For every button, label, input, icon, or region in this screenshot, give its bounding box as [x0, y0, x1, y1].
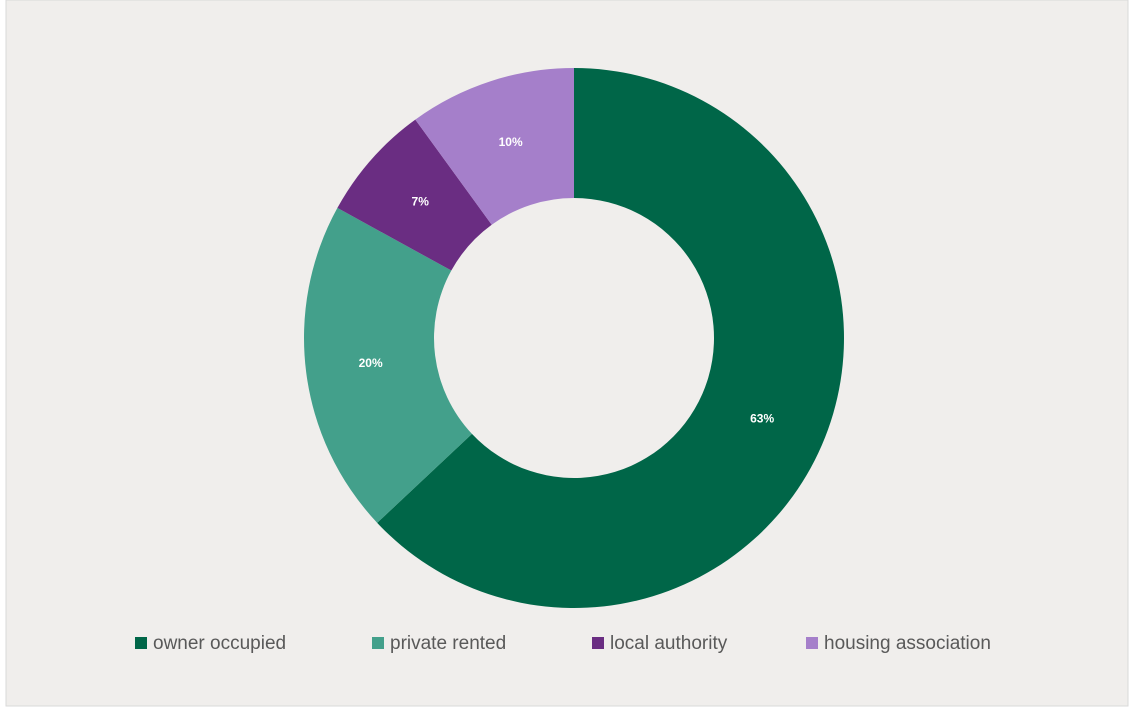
donut-segment [337, 119, 492, 271]
legend-label: owner occupied [153, 633, 286, 654]
data-label: 10% [499, 135, 523, 149]
legend-label: local authority [610, 633, 728, 654]
legend-label: housing association [824, 633, 991, 654]
donut-segment [304, 207, 472, 523]
data-label: 63% [750, 412, 774, 426]
legend-swatch [135, 637, 147, 649]
legend-label: private rented [390, 633, 506, 654]
legend-swatch [372, 637, 384, 649]
donut-segment [415, 68, 574, 225]
data-label: 20% [359, 356, 383, 370]
data-label: 7% [412, 195, 430, 209]
donut-segment [377, 68, 844, 609]
legend-swatch [806, 637, 818, 649]
legend-swatch [592, 637, 604, 649]
